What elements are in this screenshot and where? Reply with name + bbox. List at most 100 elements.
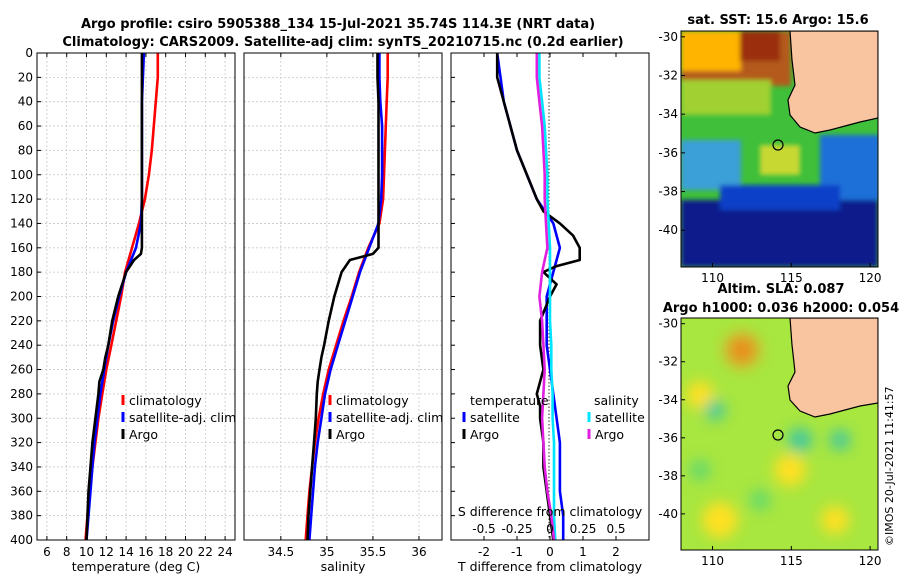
map-x-tick-label: 110 — [701, 271, 724, 285]
difference-xlabel-top: S difference from climatology — [458, 504, 643, 519]
map-x-tick-label: 120 — [859, 271, 882, 285]
map-y-tick-label: -38 — [658, 185, 678, 199]
y-tick-label: 180 — [10, 265, 33, 279]
sla-map: Altim. SLA: 0.087 Argo h1000: 0.036 h200… — [658, 282, 899, 568]
map-x-tick-label: 110 — [701, 554, 724, 568]
temperature-panel: 6 8 10 12 14 16 18 20 22 24 0 20 40 60 80 100 120 140 160… — [10, 46, 236, 574]
y-tick-label: 160 — [10, 241, 33, 255]
series-line-argo — [85, 53, 144, 541]
sst-map-title: sat. SST: 15.6 Argo: 15.6 — [687, 13, 868, 28]
map-x-tick-label: 115 — [780, 271, 803, 285]
australia-coastline — [787, 318, 878, 418]
temperature-xlabel: temperature (deg C) — [72, 559, 201, 574]
y-tick-label: 380 — [10, 509, 33, 523]
legend-s-argo-label: Argo — [595, 427, 624, 442]
map-y-tick-label: -40 — [658, 223, 678, 237]
x-tick-label: -2 — [478, 545, 490, 559]
x-tick-label: 2 — [612, 545, 620, 559]
map-y-tick-label: -40 — [658, 507, 678, 521]
salinity-panel: 34.5 35 35.5 36 salinity climatology satell… — [243, 52, 443, 574]
x-tick-label: 0 — [546, 545, 554, 559]
s-tick-label: 0 — [546, 522, 554, 536]
legend-climatology-label: climatology — [336, 393, 409, 408]
x-tick-label: 24 — [217, 545, 232, 559]
sla-map-title-line1: Altim. SLA: 0.087 — [718, 282, 845, 297]
x-tick-label: 36 — [411, 545, 426, 559]
sst-cold-band — [681, 200, 878, 267]
legend-t-satellite-label: satellite — [470, 410, 520, 425]
y-tick-label: 360 — [10, 484, 33, 498]
y-tick-label: 20 — [18, 70, 33, 84]
legend-salinity-title: salinity — [594, 393, 639, 408]
difference-panel: -2 -1 0 1 2 -0.5 -0.25 0 0.25 0.5 T difference f… — [450, 52, 650, 574]
salinity-xlabel: salinity — [321, 559, 366, 574]
x-tick-label: 18 — [158, 545, 173, 559]
legend-s-satellite-label: satellite — [595, 410, 645, 425]
series-line-satellite-adj-clim — [85, 52, 146, 541]
y-tick-label: 120 — [10, 192, 33, 206]
temperature-legend: climatology satellite-adj. clim Argo — [121, 393, 236, 442]
sla-anomaly-blob — [690, 460, 710, 480]
sla-anomaly-blob — [686, 381, 714, 409]
y-tick-label: 400 — [10, 533, 33, 547]
y-tick-label: 260 — [10, 363, 33, 377]
x-tick-label: 10 — [79, 545, 94, 559]
legend-satellite-label: satellite-adj. clim — [129, 410, 236, 425]
legend-t-argo-label: Argo — [470, 427, 499, 442]
map-y-tick-label: -36 — [658, 146, 678, 160]
y-tick-label: 340 — [10, 460, 33, 474]
x-tick-label: 35.5 — [360, 545, 387, 559]
series-line-argo — [306, 53, 380, 541]
difference-legend-salinity: salinity satellite Argo — [587, 393, 645, 442]
salinity-frame — [243, 52, 443, 541]
series-line-salinity-satellite — [538, 53, 557, 541]
sla-anomaly-blob — [821, 506, 849, 534]
sla-map-frame — [680, 317, 879, 551]
map-x-tick-label: 120 — [859, 554, 882, 568]
map-y-tick-label: -38 — [658, 469, 678, 483]
y-tick-label: 100 — [10, 168, 33, 182]
y-tick-label: 300 — [10, 411, 33, 425]
y-tick-label: 0 — [25, 46, 33, 60]
sla-anomaly-blob — [750, 490, 770, 510]
y-tick-label: 80 — [18, 143, 33, 157]
difference-xlabel: T difference from climatology — [457, 559, 643, 574]
sla-anomaly-blob — [702, 502, 738, 538]
map-y-tick-label: -34 — [658, 393, 678, 407]
map-y-tick-label: -36 — [658, 431, 678, 445]
x-tick-label: 14 — [118, 545, 133, 559]
legend-temperature-title: temperature — [470, 393, 549, 408]
x-tick-label: 12 — [99, 545, 114, 559]
argo-position-marker — [772, 429, 784, 441]
x-tick-label: -1 — [511, 545, 523, 559]
y-tick-label: 200 — [10, 290, 33, 304]
y-tick-label: 320 — [10, 436, 33, 450]
y-tick-label: 40 — [18, 95, 33, 109]
sst-warm-patch — [681, 31, 741, 71]
argo-position-marker — [772, 139, 784, 151]
sla-anomaly-blob — [830, 430, 850, 450]
s-tick-label: -0.5 — [472, 522, 495, 536]
map-y-tick-label: -30 — [658, 317, 678, 331]
map-y-tick-label: -32 — [658, 355, 678, 369]
legend-climatology-label: climatology — [129, 393, 202, 408]
sst-map: sat. SST: 15.6 Argo: 15.6 110 115 120 -30 -3… — [658, 13, 881, 285]
australia-coastline — [787, 31, 878, 134]
s-tick-label: 0.5 — [606, 522, 625, 536]
sla-anomaly-blob — [788, 428, 812, 452]
x-tick-label: 8 — [63, 545, 71, 559]
x-tick-label: 34.5 — [267, 545, 294, 559]
y-tick-label: 60 — [18, 119, 33, 133]
credit-text: ©IMOS 20-Jul-2021 11:41:57 — [883, 386, 896, 546]
map-x-tick-label: 115 — [780, 554, 803, 568]
salinity-legend: climatology satellite-adj. clim Argo — [328, 393, 443, 442]
x-tick-label: 22 — [198, 545, 213, 559]
map-y-tick-label: -34 — [658, 107, 678, 121]
sst-map-frame — [680, 30, 879, 268]
y-tick-label: 220 — [10, 314, 33, 328]
y-tick-label: 140 — [10, 216, 33, 230]
s-tick-label: -0.25 — [501, 522, 532, 536]
sst-cold-band — [720, 185, 840, 210]
sst-cool-patch — [681, 140, 741, 190]
